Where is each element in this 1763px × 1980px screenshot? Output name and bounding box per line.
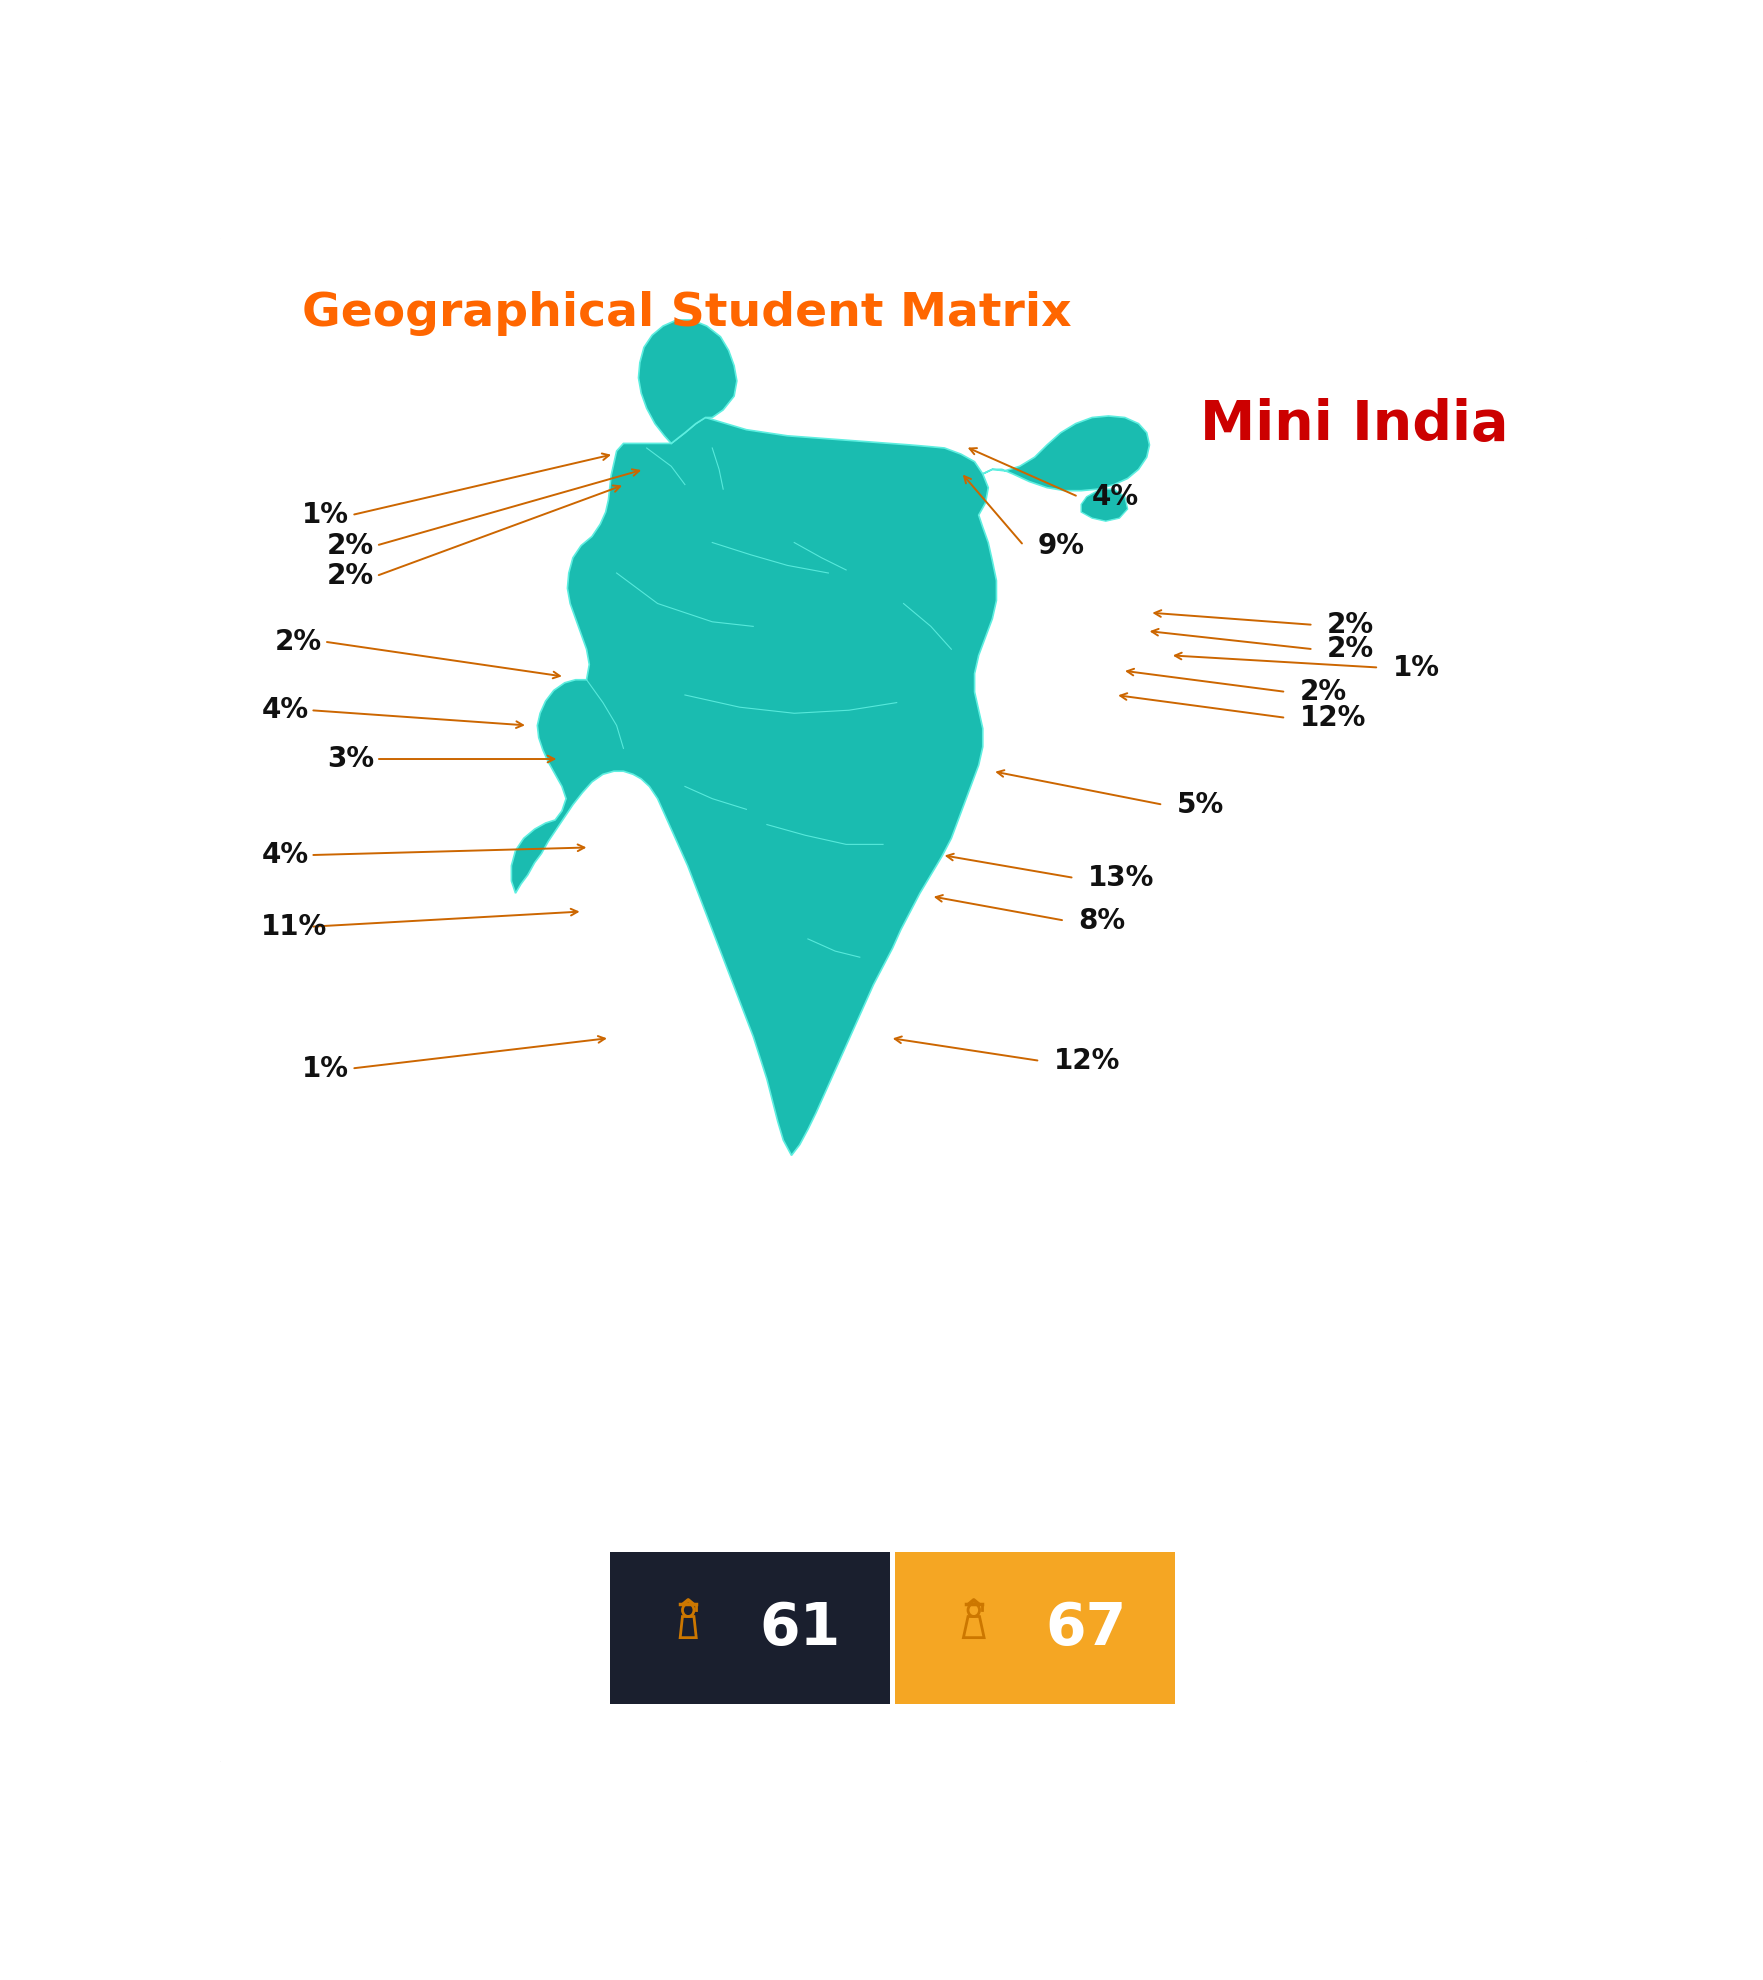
Text: 13%: 13% bbox=[1088, 863, 1155, 891]
Text: 4%: 4% bbox=[1091, 483, 1139, 511]
Text: 4%: 4% bbox=[261, 697, 309, 725]
Text: 8%: 8% bbox=[1079, 907, 1125, 935]
Text: 1%: 1% bbox=[303, 1055, 349, 1083]
Text: 67: 67 bbox=[1045, 1600, 1127, 1657]
Text: 4%: 4% bbox=[261, 842, 309, 869]
Text: 1%: 1% bbox=[1393, 653, 1440, 681]
Text: 9%: 9% bbox=[1037, 531, 1084, 560]
Text: 2%: 2% bbox=[326, 531, 374, 560]
FancyBboxPatch shape bbox=[896, 1552, 1176, 1705]
Text: 2%: 2% bbox=[1328, 612, 1373, 640]
Text: 2%: 2% bbox=[1328, 636, 1373, 663]
Text: 61: 61 bbox=[760, 1600, 841, 1657]
Text: 3%: 3% bbox=[326, 744, 374, 772]
Text: 2%: 2% bbox=[275, 628, 323, 655]
Text: Geographical Student Matrix: Geographical Student Matrix bbox=[303, 291, 1072, 337]
Polygon shape bbox=[1081, 489, 1128, 521]
Text: 2%: 2% bbox=[326, 562, 374, 590]
Text: 11%: 11% bbox=[261, 913, 328, 940]
Text: Mini India: Mini India bbox=[1201, 398, 1509, 451]
Text: 12%: 12% bbox=[1299, 703, 1366, 733]
Text: 2%: 2% bbox=[1299, 677, 1347, 707]
Text: 1%: 1% bbox=[303, 501, 349, 529]
Polygon shape bbox=[511, 418, 996, 1156]
Text: 5%: 5% bbox=[1178, 790, 1224, 820]
Polygon shape bbox=[982, 416, 1149, 491]
FancyBboxPatch shape bbox=[610, 1552, 890, 1705]
Text: 12%: 12% bbox=[1054, 1047, 1120, 1075]
Polygon shape bbox=[638, 321, 737, 444]
